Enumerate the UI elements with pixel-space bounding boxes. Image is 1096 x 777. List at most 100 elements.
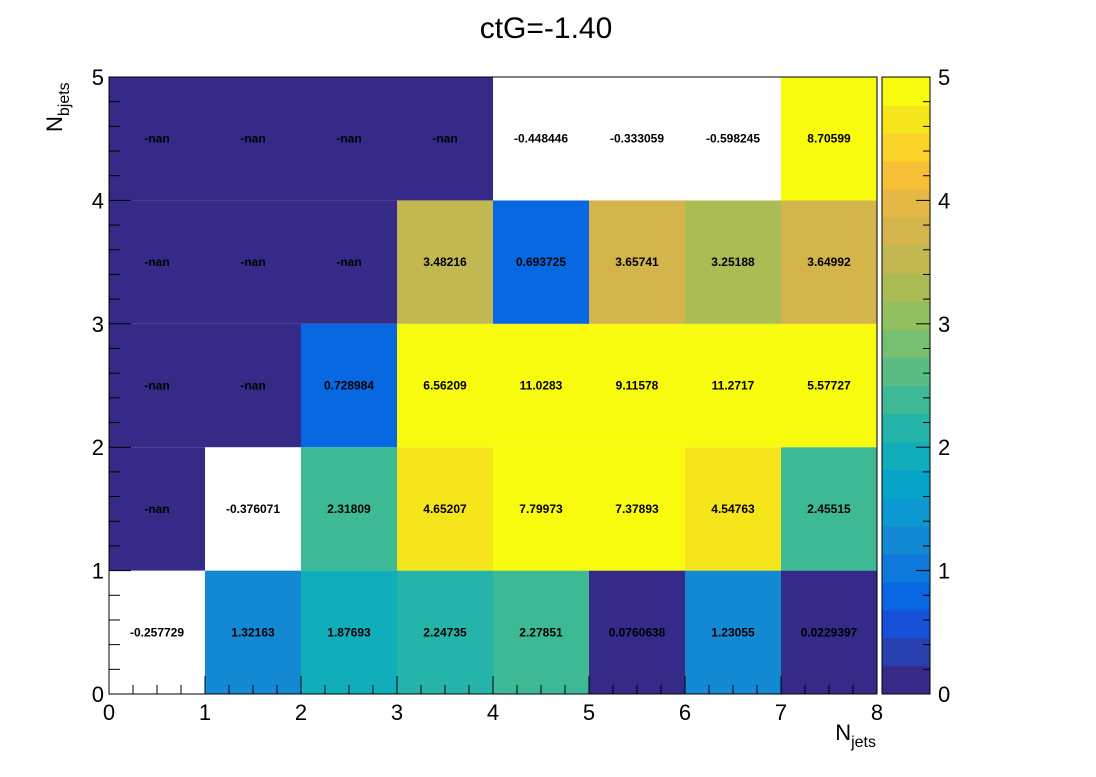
heatmap-cell	[493, 77, 589, 201]
heatmap-cell	[781, 200, 877, 324]
heatmap-cell	[493, 447, 589, 571]
cell-value-label: 11.2717	[712, 379, 755, 393]
palette-swatch	[882, 665, 930, 695]
cell-value-label: 6.56209	[423, 379, 467, 393]
y-tick-label: 5	[92, 65, 104, 90]
palette-swatch	[882, 77, 930, 106]
y-axis-label: Nbjets	[42, 82, 73, 132]
cell-value-label: 2.31809	[327, 502, 371, 516]
cell-value-label: -nan	[144, 132, 169, 146]
heatmap-cell	[685, 570, 781, 694]
palette-swatch	[882, 217, 930, 246]
heatmap-cell	[781, 77, 877, 201]
heatmap-cell	[589, 447, 685, 571]
heatmap-cell	[397, 200, 493, 324]
x-tick-label: 6	[679, 700, 691, 725]
palette-tick-label: 4	[938, 188, 950, 213]
cell-value-label: 5.57727	[807, 379, 851, 393]
cell-value-label: 7.37893	[615, 502, 659, 516]
heatmap-cell	[205, 323, 301, 448]
cell-value-label: -0.598245	[706, 132, 760, 146]
heatmap-cell	[301, 570, 397, 694]
heatmap-cell	[301, 447, 397, 571]
heatmap-cell	[685, 77, 781, 201]
palette-tick-label: 5	[938, 65, 950, 90]
heatmap-cell	[109, 570, 205, 694]
heatmap-cell	[589, 200, 685, 324]
palette-swatch	[882, 637, 930, 667]
cell-value-label: -0.257729	[130, 625, 184, 639]
cell-value-label: 7.79973	[519, 502, 563, 516]
cell-value-label: 0.0760638	[609, 625, 666, 639]
x-tick-label: 2	[295, 700, 307, 725]
cell-value-label: 1.87693	[327, 625, 371, 639]
heatmap-cell	[589, 323, 685, 448]
cell-value-label: 0.693725	[516, 255, 566, 269]
palette-tick-label: 1	[938, 559, 950, 584]
heatmap-cell	[493, 200, 589, 324]
y-tick-label: 2	[92, 435, 104, 460]
chart-title: ctG=-1.40	[480, 12, 613, 45]
x-tick-label: 3	[391, 700, 403, 725]
heatmap-cell	[589, 77, 685, 201]
cell-value-label: -0.333059	[610, 132, 664, 146]
heatmap-cell	[589, 570, 685, 694]
cell-value-label: 2.24735	[423, 625, 467, 639]
heatmap-cell	[397, 77, 493, 201]
color-palette-axis: 0 1 2 3 4 5	[881, 65, 950, 707]
heatmap-cell	[109, 200, 205, 324]
x-tick-label: 7	[775, 700, 787, 725]
cell-value-label: 3.48216	[423, 255, 467, 269]
heatmap-cell	[397, 447, 493, 571]
heatmap-cell	[685, 200, 781, 324]
palette-swatch	[882, 441, 930, 471]
cell-value-label: 11.0283	[520, 379, 563, 393]
heatmap-cell	[781, 323, 877, 448]
palette-swatch	[882, 469, 930, 499]
y-tick-label: 3	[92, 312, 104, 337]
palette-tick-label: 3	[938, 312, 950, 337]
palette-swatch	[882, 553, 930, 583]
cell-value-label: -0.376071	[226, 502, 280, 516]
palette-swatch	[882, 525, 930, 555]
palette-swatch	[882, 105, 930, 134]
axes: 0 1 2 3 4 5 6 7 8 0 1 2 3 4 5	[92, 65, 883, 725]
palette-swatch	[882, 357, 930, 386]
cell-value-label: -nan	[240, 132, 265, 146]
heatmap-cell	[493, 323, 589, 448]
palette-swatch	[882, 609, 930, 639]
cell-value-label: -nan	[336, 255, 361, 269]
palette-swatch	[882, 581, 930, 611]
palette-swatch	[882, 189, 930, 218]
palette-swatch	[882, 497, 930, 527]
palette-swatch	[882, 273, 930, 302]
heatmap-cell	[205, 447, 301, 571]
y-tick-label: 1	[92, 559, 104, 584]
x-tick-label: 1	[199, 700, 211, 725]
heatmap-cell	[781, 570, 877, 694]
y-tick-label: 4	[92, 188, 104, 213]
heatmap-cell	[109, 447, 205, 571]
cell-value-label: -nan	[144, 502, 169, 516]
palette-tick-label: 2	[938, 435, 950, 460]
cell-value-label: -nan	[144, 255, 169, 269]
palette-swatch	[882, 161, 930, 190]
cell-value-label: 9.11578	[616, 379, 659, 393]
heatmap-cell	[781, 447, 877, 571]
heatmap-cell-labels: -0.257729 1.32163 1.87693 2.24735 2.27851 0.0…	[130, 132, 858, 640]
cell-value-label: 3.25188	[711, 255, 755, 269]
palette-swatch	[882, 245, 930, 274]
heatmap-cell	[205, 200, 301, 324]
palette-swatch	[882, 301, 930, 330]
x-tick-label: 5	[583, 700, 595, 725]
palette-swatch	[882, 133, 930, 162]
y-tick-label: 0	[92, 682, 104, 707]
cell-value-label: -nan	[144, 379, 169, 393]
heatmap-cell	[205, 570, 301, 694]
cell-value-label: 2.45515	[807, 502, 851, 516]
x-tick-label: 8	[871, 700, 883, 725]
heatmap-cells	[109, 77, 877, 694]
palette-swatch	[882, 329, 930, 358]
